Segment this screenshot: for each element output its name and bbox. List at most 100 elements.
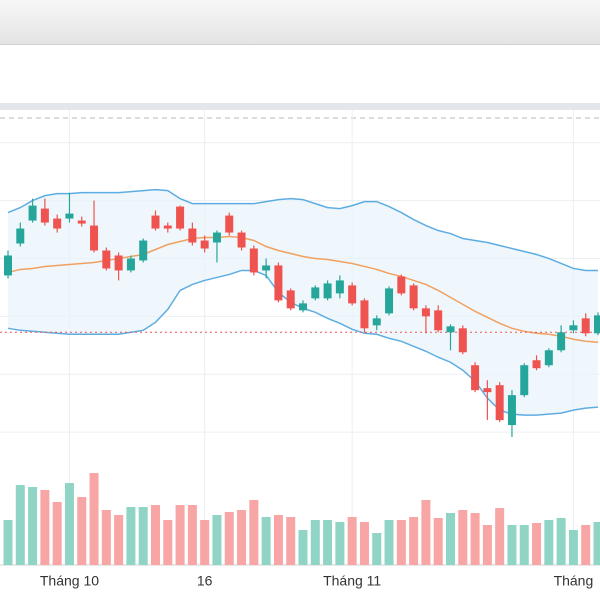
candle-body [581, 318, 590, 334]
volume-bar [433, 518, 443, 565]
candle-body [557, 332, 566, 351]
volume-bar [359, 522, 369, 565]
volume-bar [15, 485, 25, 565]
candle-body [262, 265, 271, 271]
candle-body [385, 288, 394, 314]
candle-body [471, 365, 480, 391]
volume-bar [138, 507, 148, 565]
x-tick-label: Tháng [554, 573, 594, 589]
volume-bar [52, 502, 62, 565]
candle-body [323, 283, 332, 299]
candle-body [114, 255, 123, 271]
volume-bar [187, 505, 197, 565]
candle-body [139, 240, 148, 261]
candle-body [188, 228, 197, 243]
candle-body [495, 385, 504, 421]
candle-body [360, 300, 369, 329]
candle-body [446, 326, 455, 333]
candle-body [225, 215, 234, 233]
candle-body [335, 280, 344, 294]
candle-body [4, 255, 12, 276]
candle-body [594, 315, 600, 334]
candle-body [483, 388, 492, 393]
volume-bar [200, 520, 210, 565]
volume-bar [593, 522, 600, 565]
toolbar [0, 0, 600, 45]
candle-body [102, 250, 111, 269]
candle-body [212, 232, 221, 243]
candle-body [126, 258, 135, 271]
volume-bar [298, 530, 308, 565]
candle-body [520, 365, 529, 396]
volume-bar [581, 525, 591, 565]
volume-bar [28, 487, 38, 565]
candle-body [409, 285, 418, 309]
x-tick-label: Tháng 10 [40, 573, 99, 589]
candle-body [16, 228, 25, 244]
candle-body [544, 350, 553, 366]
volume-bar [335, 522, 345, 565]
candle-body [249, 248, 258, 273]
candle-body [421, 308, 430, 317]
volume-bar [458, 510, 468, 565]
candle-body [434, 310, 443, 331]
candle-body [311, 287, 320, 299]
volume-bar [556, 518, 566, 565]
volume-bar [114, 515, 124, 565]
candle-body [299, 303, 307, 311]
volume-bar [372, 533, 382, 565]
candle-body [507, 395, 516, 426]
candle-body [65, 213, 74, 219]
volume-bar [273, 515, 283, 565]
candle-body [40, 208, 49, 223]
volume-bar [396, 520, 406, 565]
candle-body [348, 285, 357, 304]
candle-body [151, 215, 160, 229]
volume-bar [224, 512, 234, 565]
candle-body [176, 206, 185, 229]
volume-bar [40, 490, 50, 565]
x-tick-label: Tháng 11 [323, 573, 381, 589]
candle-body [569, 325, 578, 331]
candle-body [397, 276, 406, 294]
volume-bar [421, 500, 431, 565]
volume-bar [544, 520, 554, 565]
panel-separator [0, 103, 600, 110]
upper-band [7, 188, 598, 272]
candle-body [90, 225, 99, 251]
volume-bar [532, 523, 542, 565]
volume-bar [384, 520, 394, 565]
candle-body [28, 205, 37, 221]
candle-body [77, 220, 86, 224]
volume-bar [409, 517, 419, 565]
candle-body [286, 290, 295, 309]
volume-bar [446, 513, 455, 565]
volume-bar [568, 530, 578, 565]
volume-bar [64, 483, 74, 565]
volume-bar [237, 510, 247, 565]
candle-body [458, 328, 467, 353]
volume-bar [3, 520, 13, 565]
candle-body [532, 360, 541, 369]
volume-bar [470, 513, 480, 565]
volume-bar [286, 517, 296, 565]
candle-body [372, 318, 381, 326]
volume-bar [323, 520, 333, 565]
volume-bar [212, 515, 222, 565]
volume-bar [175, 505, 185, 565]
candle-body [163, 225, 172, 229]
volume-bar [101, 510, 111, 565]
candle-body [274, 265, 283, 301]
volume-bar [495, 508, 505, 565]
volume-bar [482, 525, 492, 565]
candle-body [200, 240, 209, 249]
x-tick-label: 16 [197, 573, 213, 589]
volume-bar [310, 520, 320, 565]
volume-bar [347, 517, 357, 565]
volume-bar [519, 525, 529, 565]
volume-bar [163, 520, 173, 565]
volume-bar [77, 497, 87, 565]
candle-body [237, 232, 246, 248]
volume-bar [249, 500, 259, 565]
